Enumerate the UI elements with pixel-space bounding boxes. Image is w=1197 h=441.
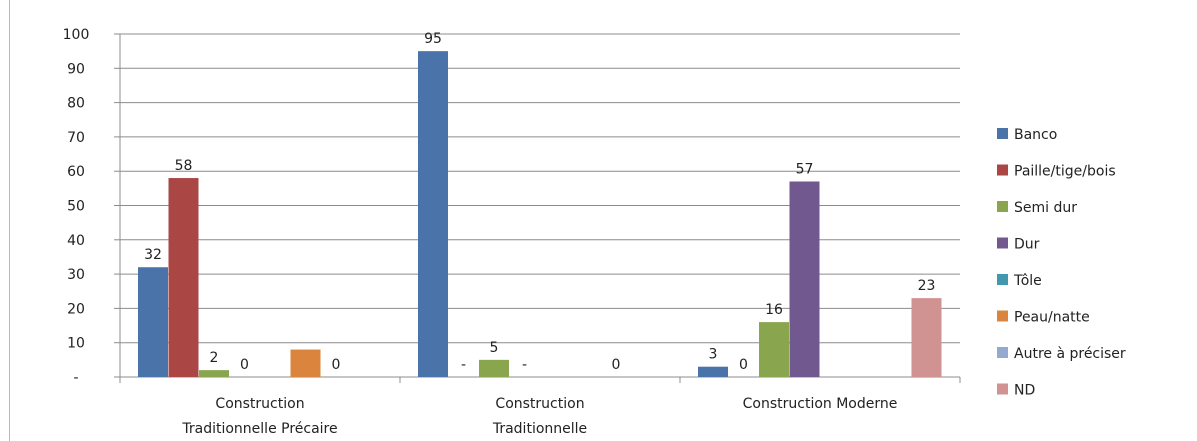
data-label-3-0: 0 bbox=[240, 357, 249, 373]
legend-swatch-0 bbox=[997, 128, 1008, 139]
legend-swatch-5 bbox=[997, 310, 1008, 322]
data-label-0-0: 32 bbox=[144, 247, 162, 263]
data-label-3-2: 57 bbox=[796, 161, 814, 177]
bar-banco-2 bbox=[698, 366, 728, 377]
legend-label-2: Semi dur bbox=[1014, 200, 1077, 216]
ytick-label-90: 90 bbox=[67, 61, 85, 77]
legend-swatch-1 bbox=[997, 164, 1008, 176]
legend-swatch-6 bbox=[997, 347, 1008, 358]
legend-label-6: Autre à préciser bbox=[1014, 346, 1126, 362]
legend-swatch-7 bbox=[997, 383, 1008, 395]
legend-swatch-2 bbox=[997, 201, 1008, 212]
legend-label-3: Dur bbox=[1014, 237, 1040, 253]
data-label-6-0: 0 bbox=[332, 357, 341, 373]
ytick-label-20: 20 bbox=[67, 301, 85, 317]
legend-swatch-3 bbox=[997, 237, 1008, 249]
ytick-label-60: 60 bbox=[67, 164, 85, 180]
ytick-label-0: - bbox=[73, 370, 78, 386]
legend-label-1: Paille/tige/bois bbox=[1014, 164, 1116, 180]
data-label-0-2: 3 bbox=[709, 347, 718, 363]
bar-dur-2 bbox=[789, 181, 820, 377]
bar-semi-dur-2 bbox=[759, 322, 789, 377]
ytick-label-80: 80 bbox=[67, 96, 85, 112]
bar-peau-natte-0 bbox=[290, 349, 321, 377]
category-label-2-0: Construction Moderne bbox=[743, 396, 898, 412]
data-label-3-1: - bbox=[522, 357, 527, 373]
ytick-label-50: 50 bbox=[67, 199, 85, 215]
legend-label-5: Peau/natte bbox=[1014, 310, 1090, 326]
category-label-0-0: Construction bbox=[215, 396, 304, 412]
bar-banco-1 bbox=[418, 51, 448, 378]
data-label-1-1: - bbox=[461, 357, 466, 373]
data-label-2-2: 16 bbox=[765, 302, 783, 318]
data-label-7-2: 23 bbox=[918, 278, 936, 294]
legend-label-0: Banco bbox=[1014, 127, 1057, 143]
chart-frame-edge bbox=[9, 0, 10, 441]
bars bbox=[138, 51, 942, 378]
bar-semi-dur-0 bbox=[199, 370, 229, 377]
data-label-1-2: 0 bbox=[739, 357, 748, 373]
data-label-0-1: 95 bbox=[424, 31, 442, 47]
bar-banco-0 bbox=[138, 267, 168, 377]
legend-swatch-4 bbox=[997, 274, 1008, 285]
data-label-2-0: 2 bbox=[210, 350, 219, 366]
ytick-label-30: 30 bbox=[67, 267, 85, 283]
category-label-0-1: Traditionnelle Précaire bbox=[181, 421, 337, 437]
legend-label-4: Tôle bbox=[1013, 273, 1042, 289]
category-labels: Construction Traditionnelle Précaire Const… bbox=[181, 396, 897, 437]
bar-semi-dur-1 bbox=[479, 359, 509, 377]
category-label-1-0: Construction bbox=[495, 396, 584, 412]
gridlines bbox=[120, 33, 960, 344]
ytick-label-10: 10 bbox=[67, 336, 85, 352]
ytick-label-70: 70 bbox=[67, 130, 85, 146]
category-label-1-1: Traditionnelle bbox=[492, 421, 587, 437]
legend-label-7: ND bbox=[1014, 383, 1035, 399]
bar-nd-2 bbox=[911, 298, 942, 377]
data-label-1-0: 58 bbox=[175, 158, 193, 174]
legend: Banco Paille/tige/bois Semi dur Dur Tôle Peau… bbox=[997, 127, 1126, 399]
ytick-label-100: 100 bbox=[63, 27, 90, 43]
data-labels: 32 95 3 58 - 0 2 5 16 0 - 57 0 0 23 bbox=[144, 31, 935, 373]
ytick-label-40: 40 bbox=[67, 233, 85, 249]
data-label-2-1: 5 bbox=[490, 340, 499, 356]
data-label-6-1: 0 bbox=[612, 357, 621, 373]
bar-paille-tige-bois-0 bbox=[168, 178, 199, 377]
